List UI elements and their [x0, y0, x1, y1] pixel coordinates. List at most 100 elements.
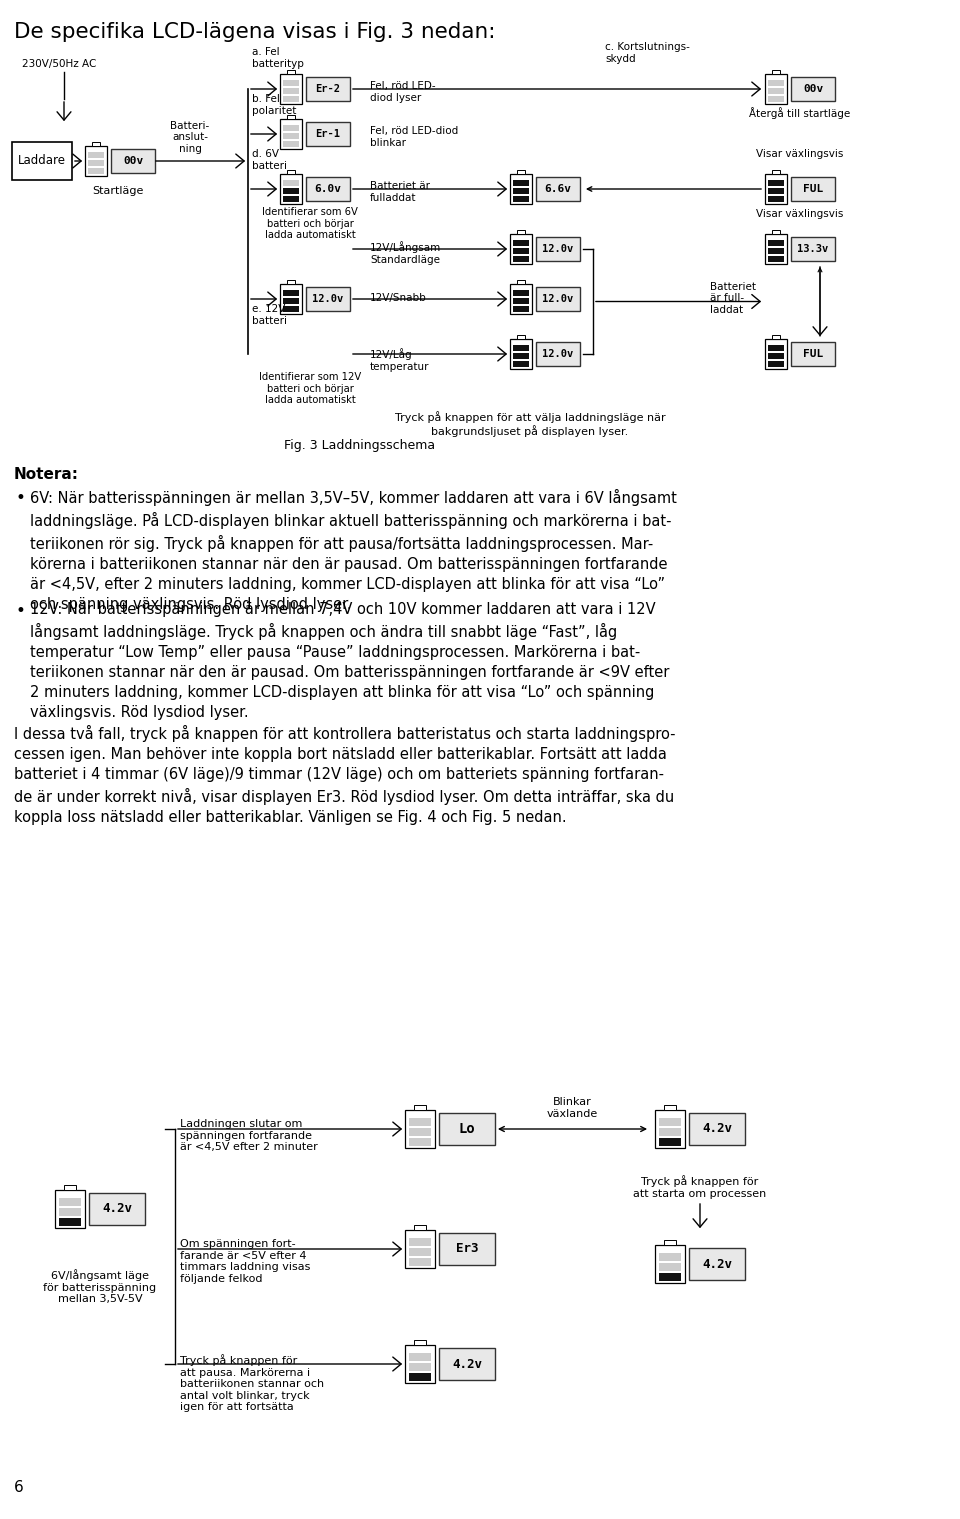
- FancyBboxPatch shape: [513, 187, 529, 194]
- Text: Fel, röd LED-diod
blinkar: Fel, röd LED-diod blinkar: [370, 126, 458, 147]
- FancyBboxPatch shape: [659, 1273, 682, 1281]
- FancyBboxPatch shape: [513, 352, 529, 358]
- FancyBboxPatch shape: [768, 196, 784, 202]
- FancyBboxPatch shape: [768, 79, 784, 87]
- FancyBboxPatch shape: [768, 240, 784, 246]
- FancyBboxPatch shape: [89, 1192, 145, 1224]
- FancyBboxPatch shape: [513, 345, 529, 351]
- Text: 4.2v: 4.2v: [702, 1123, 732, 1136]
- FancyBboxPatch shape: [513, 290, 529, 296]
- FancyBboxPatch shape: [513, 255, 529, 261]
- FancyBboxPatch shape: [59, 1208, 82, 1217]
- Text: Identifierar som 6V
batteri och börjar
ladda automatiskt: Identifierar som 6V batteri och börjar l…: [262, 207, 358, 240]
- Text: Tryck på knappen för
att starta om processen: Tryck på knappen för att starta om proce…: [634, 1176, 767, 1198]
- FancyBboxPatch shape: [287, 170, 296, 175]
- FancyBboxPatch shape: [516, 170, 525, 175]
- Text: FUL: FUL: [803, 184, 823, 194]
- FancyBboxPatch shape: [516, 281, 525, 284]
- FancyBboxPatch shape: [409, 1373, 431, 1381]
- FancyBboxPatch shape: [772, 336, 780, 339]
- Text: 6V: När batterisspänningen är mellan 3,5V–5V, kommer laddaren att vara i 6V lång: 6V: När batterisspänningen är mellan 3,5…: [30, 489, 677, 612]
- Text: 12.0v: 12.0v: [542, 349, 574, 358]
- Text: 4.2v: 4.2v: [102, 1203, 132, 1215]
- FancyBboxPatch shape: [664, 1106, 676, 1110]
- Text: Visar växlingsvis: Visar växlingsvis: [756, 149, 844, 159]
- FancyBboxPatch shape: [405, 1344, 435, 1382]
- FancyBboxPatch shape: [409, 1352, 431, 1361]
- FancyBboxPatch shape: [87, 152, 105, 158]
- FancyBboxPatch shape: [513, 179, 529, 185]
- Text: Om spänningen fort-
farande är <5V efter 4
timmars laddning visas
följande felko: Om spänningen fort- farande är <5V efter…: [180, 1240, 310, 1284]
- FancyBboxPatch shape: [659, 1118, 682, 1126]
- FancyBboxPatch shape: [516, 336, 525, 339]
- FancyBboxPatch shape: [655, 1110, 685, 1148]
- FancyBboxPatch shape: [282, 88, 300, 94]
- Text: Tryck på knappen för att välja laddningsläge när
bakgrundsljuset på displayen ly: Tryck på knappen för att välja laddnings…: [395, 412, 665, 437]
- FancyBboxPatch shape: [772, 231, 780, 234]
- FancyBboxPatch shape: [280, 175, 302, 204]
- Text: 230V/50Hz AC: 230V/50Hz AC: [22, 59, 96, 68]
- FancyBboxPatch shape: [59, 1197, 82, 1206]
- FancyBboxPatch shape: [306, 178, 350, 201]
- FancyBboxPatch shape: [409, 1363, 431, 1372]
- FancyBboxPatch shape: [768, 360, 784, 368]
- FancyBboxPatch shape: [282, 125, 300, 131]
- FancyBboxPatch shape: [768, 88, 784, 94]
- FancyBboxPatch shape: [513, 248, 529, 254]
- Text: Startläge: Startläge: [92, 185, 144, 196]
- FancyBboxPatch shape: [772, 70, 780, 74]
- Text: Fel, röd LED-
diod lyser: Fel, röd LED- diod lyser: [370, 81, 436, 103]
- Text: 12.0v: 12.0v: [542, 245, 574, 254]
- FancyBboxPatch shape: [280, 284, 302, 314]
- Text: c. Kortslutnings-
skydd: c. Kortslutnings- skydd: [605, 43, 690, 64]
- Text: De specifika LCD-lägena visas i Fig. 3 nedan:: De specifika LCD-lägena visas i Fig. 3 n…: [14, 21, 495, 43]
- FancyBboxPatch shape: [111, 149, 155, 173]
- FancyBboxPatch shape: [409, 1127, 431, 1136]
- FancyBboxPatch shape: [91, 143, 101, 146]
- FancyBboxPatch shape: [282, 79, 300, 87]
- Text: 00v: 00v: [803, 84, 823, 94]
- Text: •: •: [16, 489, 26, 507]
- Text: Tryck på knappen för
att pausa. Markörerna i
batteriikonen stannar och
antal vol: Tryck på knappen för att pausa. Markörer…: [180, 1353, 324, 1413]
- Text: 6: 6: [14, 1480, 24, 1495]
- FancyBboxPatch shape: [306, 122, 350, 146]
- FancyBboxPatch shape: [282, 187, 300, 194]
- FancyBboxPatch shape: [405, 1230, 435, 1268]
- FancyBboxPatch shape: [513, 360, 529, 368]
- FancyBboxPatch shape: [64, 1185, 76, 1189]
- FancyBboxPatch shape: [87, 159, 105, 166]
- FancyBboxPatch shape: [536, 342, 580, 366]
- FancyBboxPatch shape: [768, 179, 784, 185]
- Text: Batteriet
är full-
laddat: Batteriet är full- laddat: [710, 281, 756, 314]
- Text: 4.2v: 4.2v: [702, 1258, 732, 1270]
- FancyBboxPatch shape: [55, 1189, 85, 1227]
- Text: FUL: FUL: [803, 349, 823, 358]
- FancyBboxPatch shape: [282, 298, 300, 304]
- Text: Visar växlingsvis: Visar växlingsvis: [756, 210, 844, 219]
- FancyBboxPatch shape: [768, 255, 784, 261]
- Text: 12V/Långsam
Standardläge: 12V/Långsam Standardläge: [370, 242, 442, 264]
- FancyBboxPatch shape: [791, 178, 835, 201]
- Text: Notera:: Notera:: [14, 466, 79, 482]
- FancyBboxPatch shape: [516, 231, 525, 234]
- Text: 6.6v: 6.6v: [544, 184, 571, 194]
- Text: 12.0v: 12.0v: [312, 295, 344, 304]
- FancyBboxPatch shape: [409, 1258, 431, 1265]
- FancyBboxPatch shape: [282, 290, 300, 296]
- FancyBboxPatch shape: [282, 132, 300, 140]
- Text: Laddare: Laddare: [18, 155, 66, 167]
- FancyBboxPatch shape: [791, 77, 835, 100]
- FancyBboxPatch shape: [409, 1138, 431, 1145]
- FancyBboxPatch shape: [510, 339, 532, 369]
- FancyBboxPatch shape: [768, 96, 784, 102]
- Text: Återgå till startläge: Återgå till startläge: [750, 106, 851, 118]
- FancyBboxPatch shape: [439, 1347, 495, 1379]
- FancyBboxPatch shape: [87, 167, 105, 175]
- FancyBboxPatch shape: [306, 287, 350, 311]
- FancyBboxPatch shape: [405, 1110, 435, 1148]
- FancyBboxPatch shape: [414, 1106, 426, 1110]
- FancyBboxPatch shape: [85, 146, 107, 176]
- FancyBboxPatch shape: [513, 305, 529, 311]
- FancyBboxPatch shape: [768, 248, 784, 254]
- FancyBboxPatch shape: [280, 74, 302, 103]
